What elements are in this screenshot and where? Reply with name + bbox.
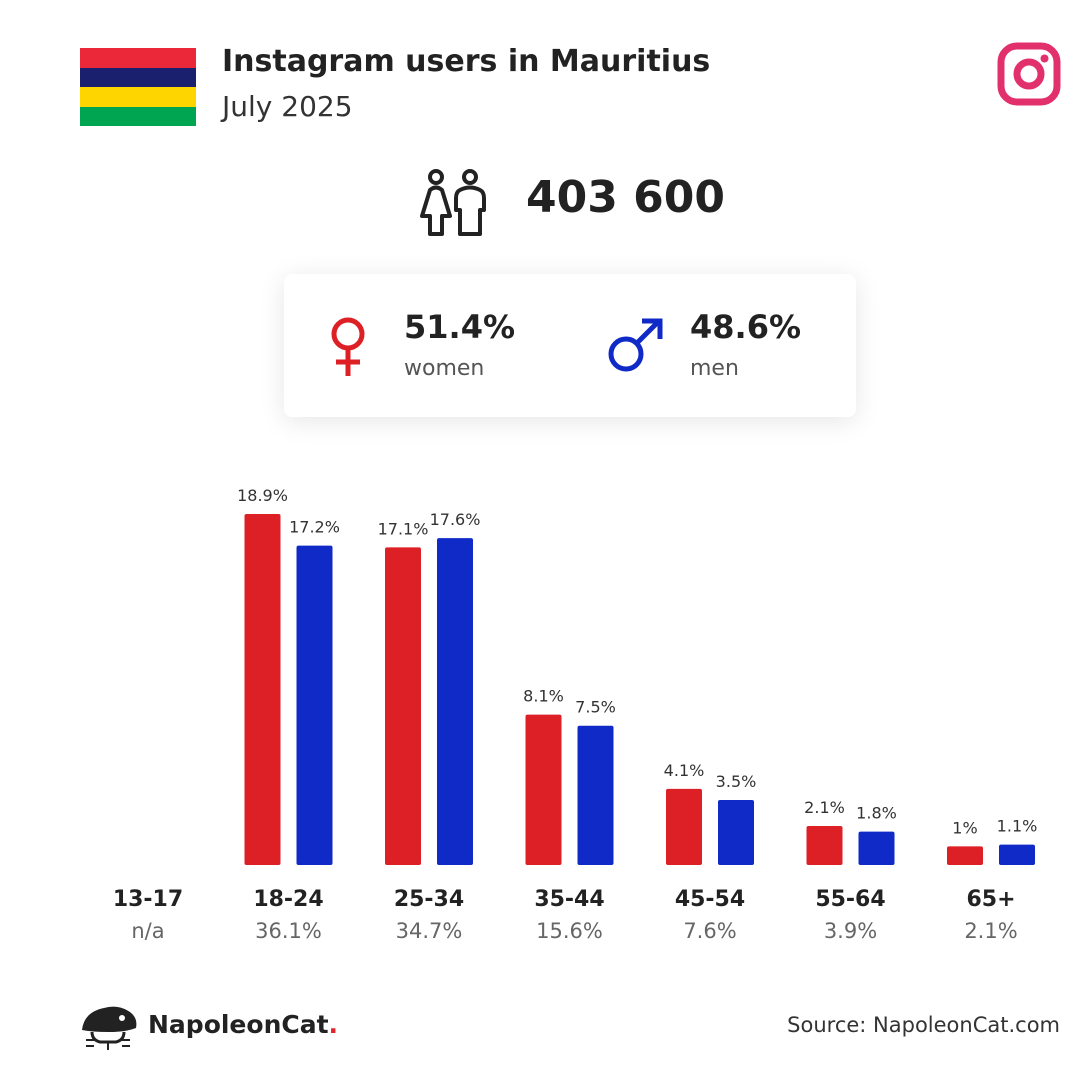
bar-value-label: 18.9% <box>237 486 288 505</box>
flag-stripe-red <box>80 48 196 68</box>
bar-45-54-series-1 <box>718 800 754 865</box>
bar-35-44-series-0 <box>525 714 562 865</box>
brand-dot: . <box>328 1010 339 1039</box>
women-and-men-icon <box>420 169 486 236</box>
bar-value-label: 8.1% <box>523 687 564 706</box>
flag-stripe-green <box>80 106 196 126</box>
age-group-total: n/a <box>131 919 164 943</box>
bar-value-label: 3.5% <box>716 772 757 791</box>
age-group-total: 15.6% <box>536 919 603 943</box>
bar-65+-series-0 <box>947 846 983 865</box>
page-subtitle: July 2025 <box>222 90 353 123</box>
bar-55-64-series-0 <box>806 826 843 865</box>
bar-18-24-series-1 <box>296 545 333 865</box>
source-credit: Source: NapoleonCat.com <box>787 1013 1060 1037</box>
bar-value-label: 2.1% <box>804 798 845 817</box>
flag-stripe-blue <box>80 67 196 87</box>
brand-name-text: NapoleonCat <box>148 1010 329 1039</box>
napoleoncat-logo-icon <box>82 1006 137 1050</box>
bar-value-label: 1.8% <box>856 804 897 823</box>
age-group-label: 55-64 <box>815 887 885 912</box>
bar-65+-series-1 <box>999 844 1035 865</box>
male-symbol-icon <box>608 318 663 372</box>
female-symbol-icon <box>331 317 365 376</box>
bar-25-34-series-0 <box>385 547 421 865</box>
age-group-label: 18-24 <box>253 887 323 912</box>
brand-name: NapoleonCat. <box>148 1010 338 1039</box>
women-label: women <box>404 356 485 381</box>
age-group-total: 7.6% <box>683 919 736 943</box>
bar-55-64-series-1 <box>858 831 895 865</box>
men-label: men <box>690 356 739 381</box>
age-group-label: 25-34 <box>394 887 464 912</box>
bar-value-label: 7.5% <box>575 698 616 717</box>
bar-value-label: 1.1% <box>997 817 1038 836</box>
bar-value-label: 4.1% <box>664 761 705 780</box>
gender-split-card: 51.4% women 48.6% men <box>284 274 856 417</box>
bar-value-label: 17.2% <box>289 518 340 537</box>
men-percent: 48.6% <box>690 308 802 346</box>
bar-45-54-series-0 <box>666 788 702 865</box>
bar-35-44-series-1 <box>577 725 614 865</box>
age-group-total: 36.1% <box>255 919 322 943</box>
age-group-label: 13-17 <box>113 887 183 912</box>
mauritius-flag <box>80 48 196 126</box>
bar-value-label: 1% <box>952 818 977 837</box>
total-users-value: 403 600 <box>526 172 726 223</box>
bar-value-label: 17.1% <box>378 519 429 538</box>
age-group-label: 35-44 <box>534 887 604 912</box>
women-percent: 51.4% <box>404 308 516 346</box>
age-group-label: 45-54 <box>675 887 745 912</box>
age-group-total: 2.1% <box>964 919 1017 943</box>
instagram-logo-icon <box>997 42 1061 106</box>
age-gender-bar-chart: 13-17 n/a 18.9%17.2% 18-24 36.1% 17.1% 17.6% 25… <box>113 486 1038 943</box>
bar-25-34-series-1 <box>437 538 473 865</box>
page-title: Instagram users in Mauritius <box>222 44 711 79</box>
bar-value-label: 17.6% <box>430 510 481 529</box>
age-group-total: 34.7% <box>396 919 463 943</box>
flag-stripe-yellow <box>80 87 196 107</box>
age-group-total: 3.9% <box>824 919 877 943</box>
bar-18-24-series-0 <box>244 514 281 865</box>
age-group-label: 65+ <box>966 887 1015 912</box>
